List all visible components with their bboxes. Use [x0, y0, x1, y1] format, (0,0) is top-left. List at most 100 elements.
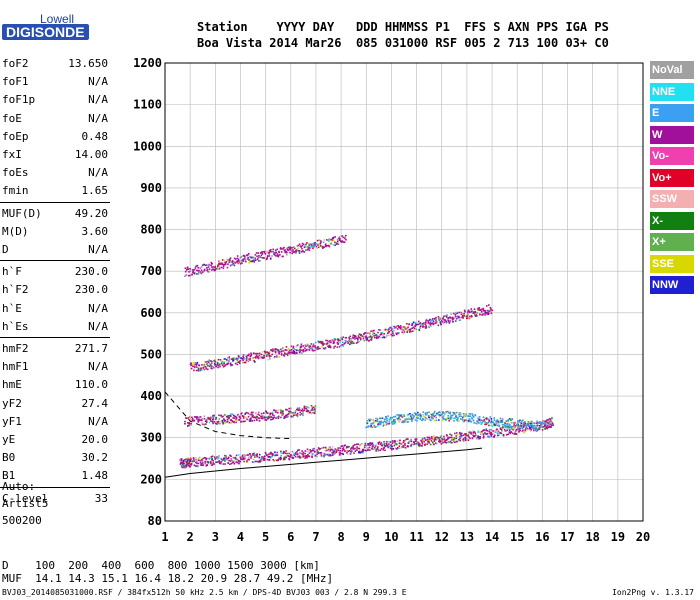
data-point	[511, 418, 514, 420]
data-point	[198, 418, 200, 421]
data-point	[235, 357, 238, 360]
data-point	[494, 423, 497, 426]
data-point	[276, 356, 278, 358]
data-point	[383, 424, 386, 427]
data-point	[421, 445, 423, 447]
param-row: D N/A	[2, 241, 108, 259]
data-point	[476, 420, 479, 423]
data-point	[249, 420, 252, 422]
data-point	[497, 433, 500, 435]
data-point	[204, 365, 207, 368]
param-value: N/A	[88, 243, 108, 256]
data-point	[438, 414, 440, 416]
data-point	[318, 239, 320, 242]
data-point	[451, 441, 453, 444]
data-point	[280, 409, 282, 412]
data-point	[437, 412, 439, 414]
data-point	[227, 416, 229, 418]
data-point	[463, 420, 465, 423]
data-point	[544, 422, 546, 425]
data-point	[287, 455, 290, 457]
data-point	[196, 269, 199, 272]
data-point	[381, 336, 384, 339]
data-point	[221, 459, 224, 461]
data-point	[392, 448, 395, 450]
data-point	[346, 446, 349, 448]
data-point	[250, 354, 253, 356]
data-point	[474, 432, 477, 435]
data-point	[302, 348, 305, 351]
data-point	[480, 419, 483, 422]
data-point	[470, 431, 472, 434]
data-point	[196, 462, 198, 465]
data-point	[384, 421, 387, 423]
data-point	[413, 327, 416, 330]
data-point	[425, 326, 427, 328]
data-point	[338, 454, 341, 456]
data-point	[203, 456, 206, 459]
data-point	[370, 423, 372, 425]
data-point	[386, 440, 388, 443]
data-point	[435, 419, 438, 422]
data-point	[242, 254, 245, 257]
data-point	[208, 362, 211, 365]
data-point	[417, 411, 419, 414]
data-point	[223, 420, 226, 422]
data-point	[230, 358, 233, 360]
data-point	[449, 316, 452, 319]
data-point	[259, 460, 261, 463]
data-point	[237, 361, 239, 364]
data-point	[332, 454, 334, 456]
data-point	[402, 446, 405, 448]
data-point	[446, 417, 448, 420]
data-point	[503, 422, 506, 424]
data-point	[260, 458, 263, 461]
data-point	[200, 272, 203, 275]
data-point	[311, 246, 313, 248]
data-point	[449, 319, 451, 322]
data-point	[311, 456, 313, 459]
data-point	[234, 456, 237, 459]
data-point	[272, 414, 274, 417]
data-point	[367, 332, 369, 334]
data-point	[282, 452, 284, 455]
data-point	[421, 326, 424, 328]
data-point	[376, 334, 379, 337]
data-point	[282, 457, 285, 460]
data-point	[493, 423, 496, 426]
data-point	[398, 326, 400, 329]
data-point	[299, 348, 301, 351]
data-point	[475, 315, 478, 317]
data-point	[229, 463, 231, 466]
data-point	[305, 243, 307, 246]
data-point	[227, 415, 229, 417]
data-point	[316, 449, 319, 451]
data-point	[295, 408, 298, 411]
x-tick-label: 15	[510, 530, 524, 544]
data-point	[327, 345, 329, 348]
data-point	[391, 332, 394, 335]
data-point	[327, 448, 330, 451]
data-point	[331, 239, 334, 241]
data-point	[228, 358, 231, 360]
data-point	[272, 417, 275, 420]
param-row: yE 20.0	[2, 431, 108, 449]
data-point	[488, 430, 491, 433]
data-point	[226, 357, 229, 359]
data-point	[288, 457, 290, 460]
data-point	[385, 422, 388, 424]
data-point	[321, 247, 324, 249]
data-point	[428, 441, 431, 444]
data-point	[193, 419, 196, 422]
data-point	[241, 262, 243, 264]
data-point	[218, 363, 221, 366]
data-point	[252, 414, 254, 417]
data-point	[280, 247, 283, 250]
data-point	[269, 456, 272, 459]
param-row: h`E N/A	[2, 300, 108, 318]
data-point	[282, 458, 285, 461]
data-point	[399, 325, 401, 328]
data-point	[224, 413, 226, 416]
data-point	[449, 440, 452, 443]
data-point	[414, 325, 416, 328]
